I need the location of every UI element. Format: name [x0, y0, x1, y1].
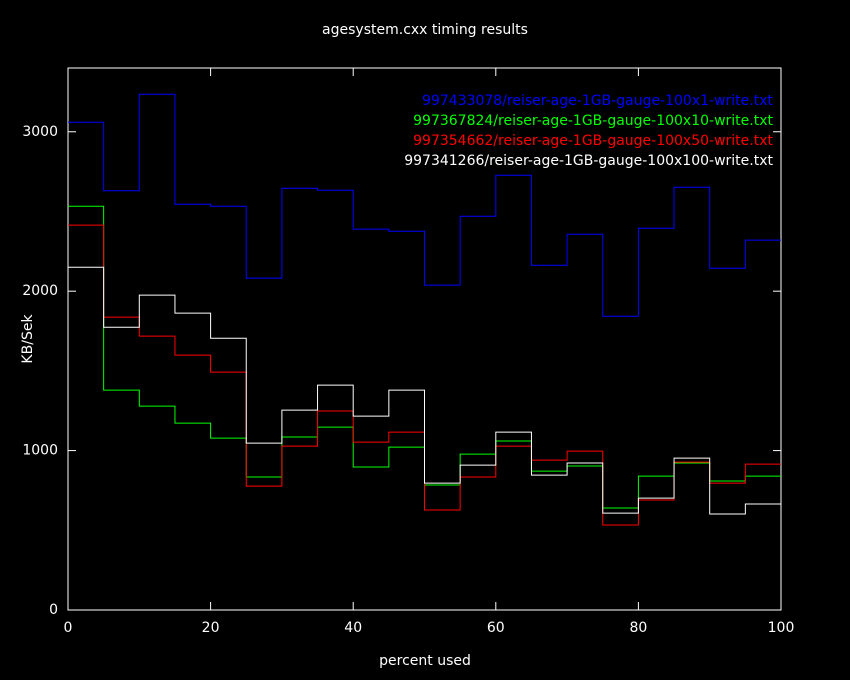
x-tick-label: 100 — [768, 620, 795, 636]
x-tick-label: 40 — [344, 620, 362, 636]
x-tick-label: 20 — [202, 620, 220, 636]
series-line — [68, 266, 781, 515]
chart-title: agesystem.cxx timing results — [322, 22, 528, 38]
x-tick-label: 60 — [487, 620, 505, 636]
x-axis-label: percent used — [379, 653, 471, 669]
legend-entry: 997433078/reiser-age-1GB-gauge-100x1-wri… — [422, 93, 773, 109]
y-tick-label: 3000 — [22, 124, 58, 140]
y-tick-label: 2000 — [22, 283, 58, 299]
y-tick-label: 0 — [49, 602, 58, 618]
x-tick-label: 80 — [629, 620, 647, 636]
y-tick-label: 1000 — [22, 443, 58, 459]
y-axis-label: KB/Sek — [20, 314, 36, 364]
x-tick-label: 0 — [64, 620, 73, 636]
plot-frame — [67, 67, 782, 611]
legend-entry: 997367824/reiser-age-1GB-gauge-100x10-wr… — [413, 113, 773, 129]
series-line — [68, 93, 781, 317]
legend-entry: 997341266/reiser-age-1GB-gauge-100x100-w… — [404, 153, 773, 169]
legend-entry: 997354662/reiser-age-1GB-gauge-100x50-wr… — [413, 133, 773, 149]
